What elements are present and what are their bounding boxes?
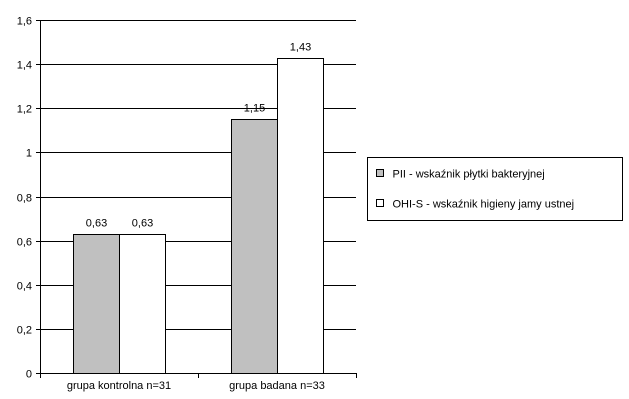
y-tick-label: 0 bbox=[26, 369, 32, 381]
y-tick-label: 1,2 bbox=[17, 104, 32, 116]
bar bbox=[232, 120, 278, 374]
y-tick-label: 0,6 bbox=[17, 237, 32, 249]
legend: PII - wskaźnik płytki bakteryjnej OHI-S -… bbox=[368, 158, 623, 221]
y-tick-label: 0,8 bbox=[17, 193, 32, 205]
x-tick-label: grupa badana n=33 bbox=[229, 380, 325, 392]
data-label: 0,63 bbox=[132, 218, 153, 230]
data-label: 1,43 bbox=[290, 42, 311, 54]
y-tick-label: 1,6 bbox=[17, 16, 32, 28]
bar bbox=[120, 235, 166, 374]
y-tick-label: 0,4 bbox=[17, 281, 32, 293]
x-tick-label: grupa kontrolna n=31 bbox=[67, 380, 171, 392]
y-tick-label: 1 bbox=[26, 148, 32, 160]
y-tick-label: 1,4 bbox=[17, 60, 32, 72]
legend-label: OHI-S - wskaźnik higieny jamy ustnej bbox=[393, 199, 575, 211]
y-tick-label: 0,2 bbox=[17, 325, 32, 337]
data-label: 0,63 bbox=[86, 218, 107, 230]
bar bbox=[278, 59, 324, 374]
legend-swatch bbox=[377, 200, 384, 207]
bar bbox=[74, 235, 120, 374]
data-label: 1,15 bbox=[244, 103, 265, 115]
bars bbox=[74, 59, 324, 374]
legend-label: PII - wskaźnik płytki bakteryjnej bbox=[393, 169, 545, 181]
legend-swatch bbox=[377, 170, 384, 177]
legend-box bbox=[368, 158, 623, 221]
